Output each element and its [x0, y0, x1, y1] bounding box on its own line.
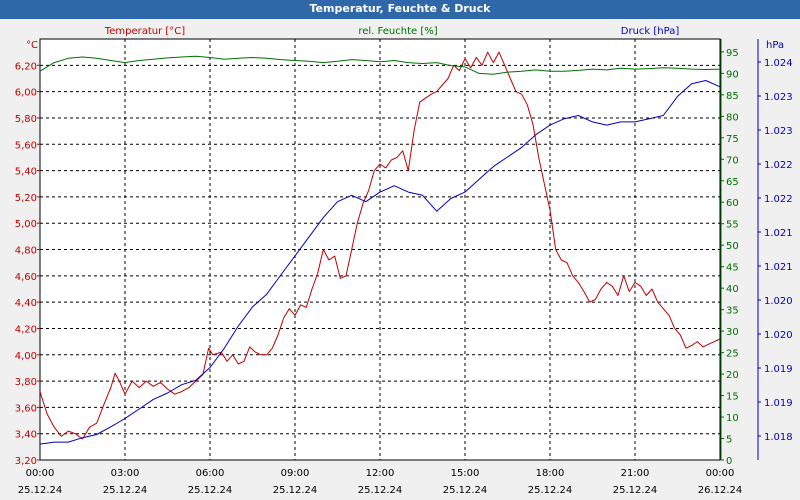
temp-axis-header: Temperatur [°C] — [104, 26, 185, 37]
temp-tick-label: 4,60 — [15, 272, 37, 283]
humidity-tick-label: 95 — [726, 48, 739, 59]
humidity-tick-label: 70 — [726, 155, 739, 166]
temp-tick-label: 3,40 — [15, 430, 37, 441]
temp-tick-label: 5,60 — [15, 140, 37, 151]
humidity-tick-label: 5 — [726, 435, 732, 446]
humidity-tick-label: 90 — [726, 69, 739, 80]
humidity-tick-label: 10 — [726, 413, 739, 424]
temp-tick-label: 5,40 — [15, 167, 37, 178]
humidity-tick-label: 30 — [726, 327, 739, 338]
series-line-humidity — [39, 55, 721, 75]
pressure-axis-header: Druck [hPa] — [621, 26, 680, 37]
humidity-tick-label: 65 — [726, 177, 739, 188]
chart-title: Temperatur, Feuchte & Druck — [0, 0, 800, 19]
temp-tick-label: 3,80 — [15, 377, 37, 388]
pressure-tick-label: 1.018 — [764, 432, 793, 443]
humidity-tick-label: 80 — [726, 112, 739, 123]
humidity-tick-label: 50 — [726, 241, 739, 252]
x-tick-time: 18:00 — [536, 468, 565, 479]
humidity-tick-label: 25 — [726, 349, 739, 360]
x-tick-date: 25.12.24 — [358, 485, 403, 496]
x-tick-date: 25.12.24 — [443, 485, 488, 496]
temp-tick-label: 4,20 — [15, 324, 37, 335]
series-line-temperature — [39, 51, 721, 440]
pressure-tick-label: 1.020 — [764, 330, 793, 341]
x-tick-time: 06:00 — [196, 468, 225, 479]
x-tick-time: 09:00 — [281, 468, 310, 479]
x-tick-date: 26.12.24 — [698, 485, 743, 496]
humidity-tick-label: 85 — [726, 91, 739, 102]
temp-tick-label: 4,80 — [15, 246, 37, 257]
x-tick-time: 00:00 — [706, 468, 735, 479]
temp-tick-label: 5,20 — [15, 193, 37, 204]
pressure-tick-label: 1.023 — [764, 92, 793, 103]
x-tick-time: 15:00 — [451, 468, 480, 479]
x-tick-time: 12:00 — [366, 468, 395, 479]
pressure-tick-label: 1.024 — [764, 58, 793, 69]
humidity-tick-label: 0 — [726, 456, 732, 467]
humidity-axis-header: rel. Feuchte [%] — [358, 26, 437, 37]
x-tick-date: 25.12.24 — [273, 485, 318, 496]
humidity-tick-label: 15 — [726, 392, 739, 403]
pressure-tick-label: 1.023 — [764, 126, 793, 137]
x-tick-date: 25.12.24 — [613, 485, 658, 496]
pressure-tick-label: 1.021 — [764, 262, 793, 273]
humidity-tick-label: 55 — [726, 220, 739, 231]
humidity-tick-label: 45 — [726, 263, 739, 274]
x-tick-time: 21:00 — [621, 468, 650, 479]
humidity-tick-label: 35 — [726, 306, 739, 317]
temp-tick-label: 6,00 — [15, 88, 37, 99]
humidity-tick-label: 40 — [726, 284, 739, 295]
humidity-tick-label: 60 — [726, 198, 739, 209]
x-tick-time: 00:00 — [26, 468, 55, 479]
pressure-unit-label: hPa — [766, 40, 784, 51]
x-tick-date: 25.12.24 — [18, 485, 63, 496]
temp-tick-label: 3,20 — [15, 456, 37, 467]
x-tick-date: 25.12.24 — [528, 485, 573, 496]
temp-tick-label: 4,40 — [15, 298, 37, 309]
humidity-tick-label: 75 — [726, 134, 739, 145]
temp-tick-label: 5,80 — [15, 114, 37, 125]
series-line-pressure — [39, 80, 721, 445]
pressure-tick-label: 1.021 — [764, 228, 793, 239]
pressure-tick-label: 1.019 — [764, 398, 793, 409]
temp-unit-label: °C — [26, 40, 38, 51]
temp-tick-label: 6,20 — [15, 61, 37, 72]
humidity-tick-label: 20 — [726, 370, 739, 381]
pressure-tick-label: 1.022 — [764, 160, 793, 171]
x-tick-time: 03:00 — [111, 468, 140, 479]
pressure-tick-label: 1.020 — [764, 296, 793, 307]
temp-tick-label: 4,00 — [15, 351, 37, 362]
x-tick-date: 25.12.24 — [103, 485, 148, 496]
x-tick-date: 25.12.24 — [188, 485, 233, 496]
temp-tick-label: 3,60 — [15, 403, 37, 414]
temp-tick-label: 5,00 — [15, 219, 37, 230]
pressure-tick-label: 1.022 — [764, 194, 793, 205]
pressure-tick-label: 1.019 — [764, 364, 793, 375]
